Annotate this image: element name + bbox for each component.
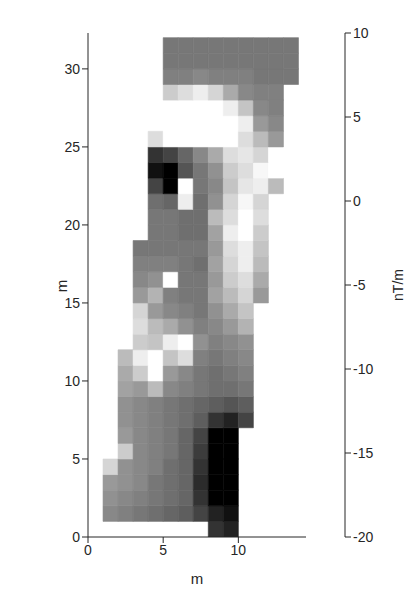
svg-text:15: 15: [64, 295, 80, 311]
svg-text:0: 0: [353, 193, 361, 209]
svg-text:5: 5: [72, 451, 80, 467]
svg-text:10: 10: [231, 542, 247, 558]
svg-text:-5: -5: [353, 277, 366, 293]
svg-text:0: 0: [84, 542, 92, 558]
html-text:nT/m: nT/m: [390, 269, 406, 301]
html-text:m: m: [190, 570, 204, 587]
svg-text:-10: -10: [353, 361, 373, 377]
svg-text:5: 5: [353, 109, 361, 125]
svg-text:20: 20: [64, 217, 80, 233]
svg-text:-15: -15: [353, 445, 373, 461]
svg-text:10: 10: [64, 373, 80, 389]
svg-text:10: 10: [353, 25, 369, 41]
svg-text:30: 30: [64, 61, 80, 77]
html-text:m: m: [53, 279, 70, 293]
svg-text:5: 5: [159, 542, 167, 558]
svg-text:25: 25: [64, 139, 80, 155]
svg-text:-20: -20: [353, 529, 373, 545]
svg-text:0: 0: [72, 529, 80, 545]
